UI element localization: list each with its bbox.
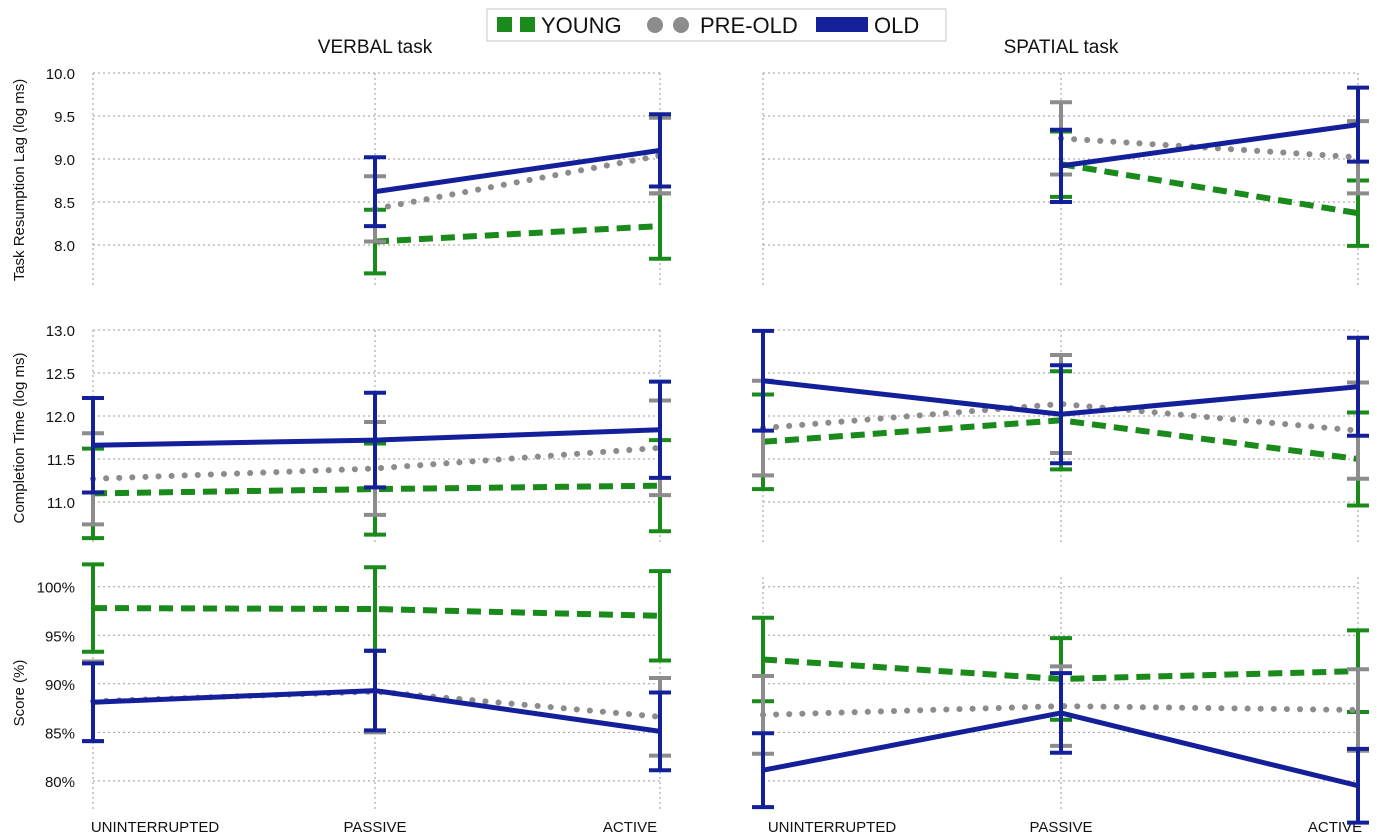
y-tick-label: 11.5: [47, 452, 75, 469]
y-tick-label: 10.0: [46, 66, 75, 83]
y-tick-label: 8.0: [54, 238, 75, 255]
legend-swatch-preold: [647, 17, 663, 33]
y-tick-label: 80%: [45, 774, 75, 791]
series-preold: [364, 115, 671, 244]
x-label-verbal-uninterrupted: UNINTERRUPTED: [91, 819, 220, 836]
y-tick-label: 90%: [45, 677, 75, 694]
y-tick-label: 8.5: [54, 195, 75, 212]
y-tick-label: 13.0: [46, 323, 75, 340]
column-title-verbal: VERBAL task: [318, 37, 433, 58]
series-old: [752, 671, 1369, 825]
series-line-preold: [760, 703, 1361, 718]
series-line-old: [762, 710, 1359, 789]
series-line-old: [374, 147, 661, 195]
x-label-spatial-uninterrupted: UNINTERRUPTED: [768, 819, 897, 836]
legend-swatch-young-2: [520, 17, 535, 32]
series-old: [82, 379, 671, 495]
panel-2-0: 80% 85% 90% 95% 100%: [37, 562, 671, 810]
y-tick-label: 9.5: [54, 109, 75, 126]
legend-swatch-old: [816, 17, 868, 32]
legend-label-old: OLD: [874, 13, 919, 38]
x-label-verbal-passive: PASSIVE: [343, 819, 406, 836]
legend-box: [486, 8, 947, 42]
y-tick-label: 85%: [45, 725, 75, 742]
legend-item-young: YOUNG: [497, 13, 622, 38]
legend-item-old: OLD: [816, 13, 919, 38]
series-line-old: [92, 688, 661, 734]
legend-swatch-preold-2: [673, 17, 689, 33]
series-young: [364, 191, 671, 276]
y-tick-label: 100%: [37, 580, 75, 597]
row-label-score: Score (%): [11, 660, 28, 727]
series-line-young: [374, 223, 661, 245]
series-old: [82, 648, 671, 773]
series-young: [1050, 129, 1369, 248]
series-line-young: [92, 605, 661, 619]
row-label-resumption-lag: Task Resumption Lag (log ms): [11, 79, 28, 282]
series-line-preold: [1058, 135, 1361, 161]
legend-label-preold: PRE-OLD: [700, 13, 798, 38]
panel-1-0: 11.0 11.5 12.0 12.5 13.0: [46, 323, 671, 545]
legend: YOUNG PRE-OLD OLD: [486, 8, 947, 42]
y-tick-label: 95%: [45, 628, 75, 645]
series-line-young: [92, 482, 661, 497]
series-line-young: [1060, 161, 1359, 217]
series-line-old: [1060, 122, 1359, 169]
y-tick-label: 12.0: [46, 409, 75, 426]
row-label-completion-time: Completion Time (log ms): [11, 353, 28, 524]
panel-1-1: [752, 328, 1369, 545]
panel-2-1: [752, 577, 1369, 825]
series-line-old: [762, 378, 1359, 417]
series-line-preold: [372, 152, 663, 212]
column-title-spatial: SPATIAL task: [1004, 37, 1119, 58]
x-label-spatial-passive: PASSIVE: [1029, 819, 1092, 836]
y-tick-label: 12.5: [46, 366, 75, 383]
panel-0-0: 8.0 8.5 9.0 9.5 10.0: [46, 66, 671, 288]
x-label-verbal-active: ACTIVE: [603, 819, 657, 836]
panel-0-1: [762, 72, 1369, 288]
series-line-old: [92, 427, 661, 448]
series-old: [752, 328, 1369, 466]
series-old: [364, 112, 671, 229]
series-old: [1050, 85, 1369, 204]
y-tick-label: 11.0: [47, 495, 75, 512]
y-tick-label: 9.0: [54, 152, 75, 169]
legend-item-preold: PRE-OLD: [647, 13, 798, 38]
series-line-preold: [90, 444, 663, 482]
series-young: [82, 562, 671, 663]
panels: 8.08.59.09.510.011.011.512.012.513.080%8…: [37, 66, 1369, 825]
legend-label-young: YOUNG: [541, 13, 622, 38]
legend-swatch-young: [497, 17, 512, 32]
